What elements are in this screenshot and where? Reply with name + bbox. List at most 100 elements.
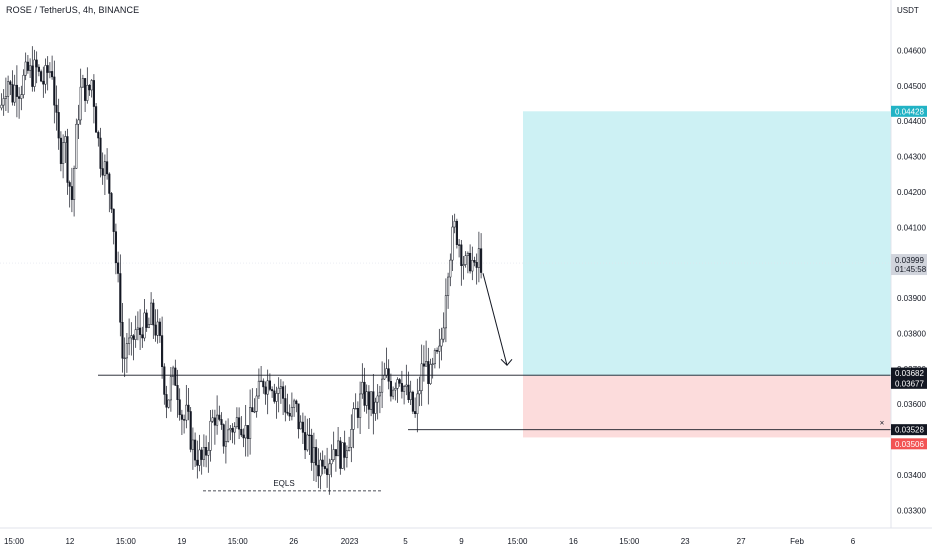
candle-body (42, 80, 45, 85)
candle-body (425, 361, 428, 367)
candle-body (40, 71, 43, 82)
candle-body (224, 441, 227, 447)
candle-body (365, 391, 368, 406)
candle-body (453, 220, 456, 228)
candle-body (392, 389, 395, 397)
candle-body (211, 417, 214, 422)
candle-body (433, 350, 436, 365)
stop-zone[interactable] (523, 375, 891, 438)
candle-body (13, 84, 16, 103)
projection-arrow-line[interactable] (482, 273, 508, 366)
candle-body (18, 96, 21, 99)
candle-body (53, 76, 56, 106)
candle-body (202, 447, 205, 460)
y-unit-label: USDT (897, 6, 919, 15)
candle-body (194, 439, 197, 461)
stop-price-badge-text: 0.03506 (895, 440, 924, 449)
candle-body (77, 119, 80, 125)
candle-body (284, 398, 287, 413)
x-tick-label: 2023 (341, 537, 359, 546)
candle-body (297, 403, 300, 430)
x-tick-label: 23 (681, 537, 690, 546)
candle-body (185, 404, 188, 421)
profit-zone[interactable] (523, 111, 891, 376)
time-axis[interactable] (0, 528, 932, 550)
candle-body (462, 264, 465, 266)
candle-body (147, 324, 150, 328)
candle-body (449, 259, 452, 278)
candle-body (229, 428, 232, 431)
candle-body (381, 378, 384, 393)
candle-body (273, 390, 276, 402)
x-tick-label: 15:00 (4, 537, 25, 546)
candle-body (150, 302, 153, 325)
candle-body (260, 380, 263, 383)
candle-body (266, 380, 269, 395)
candle-body (9, 81, 12, 85)
candle-body (469, 252, 472, 272)
candle-body (383, 375, 386, 380)
candle-body (110, 193, 113, 210)
candle-body (139, 327, 142, 335)
x-tick-label: 27 (737, 537, 746, 546)
candle-body (440, 338, 443, 347)
candle-body (64, 136, 67, 143)
candle-body (370, 391, 373, 410)
close-marker-icon[interactable]: × (880, 419, 885, 428)
candle-body (323, 466, 326, 469)
candle-body (130, 335, 133, 339)
candle-body (180, 414, 183, 420)
candle-body (310, 434, 313, 463)
candle-body (174, 367, 177, 386)
candle-body (420, 363, 423, 391)
entry-upper-badge (891, 367, 927, 379)
candle-body (275, 393, 278, 402)
x-tick-label: 26 (289, 537, 298, 546)
x-tick-label: 15:00 (116, 537, 137, 546)
candle-body (374, 401, 377, 414)
candle-body (389, 381, 392, 397)
x-tick-label: 15:00 (228, 537, 249, 546)
candle-body (246, 425, 249, 439)
candle-body (114, 231, 117, 264)
candle-body (101, 168, 104, 176)
y-tick-label: 0.03300 (897, 506, 926, 515)
candle-body (132, 335, 135, 340)
candle-body (108, 173, 111, 194)
candle-body (363, 381, 366, 406)
candle-body (249, 407, 252, 439)
current-price-text: 0.03999 (895, 256, 924, 265)
candle-body (222, 424, 225, 447)
current-price-badge (891, 254, 927, 276)
candle-body (66, 136, 69, 183)
candle-body (343, 442, 346, 458)
candle-body (354, 408, 357, 410)
candle-body (121, 322, 124, 359)
candle-body (7, 81, 10, 97)
candle-body (271, 389, 274, 392)
candle-body (334, 449, 337, 457)
candle-body (128, 337, 131, 344)
candle-body (418, 390, 421, 395)
x-tick-label: 5 (403, 537, 408, 546)
candle-body (398, 379, 401, 384)
candle-body (458, 244, 461, 246)
candle-body (231, 428, 234, 433)
candle-body (337, 440, 340, 457)
candle-body (156, 321, 159, 336)
candle-body (97, 132, 100, 139)
candle-body (99, 137, 102, 169)
candle-body (62, 142, 65, 164)
candle-body (295, 400, 298, 405)
candle-body (350, 429, 353, 448)
candle-body (332, 449, 335, 460)
candle-body (220, 419, 223, 425)
candle-body (161, 335, 164, 367)
candle-body (290, 406, 293, 417)
candle-body (255, 395, 258, 412)
candle-body (68, 182, 71, 187)
x-tick-label: 16 (569, 537, 578, 546)
candle-body (134, 329, 137, 340)
